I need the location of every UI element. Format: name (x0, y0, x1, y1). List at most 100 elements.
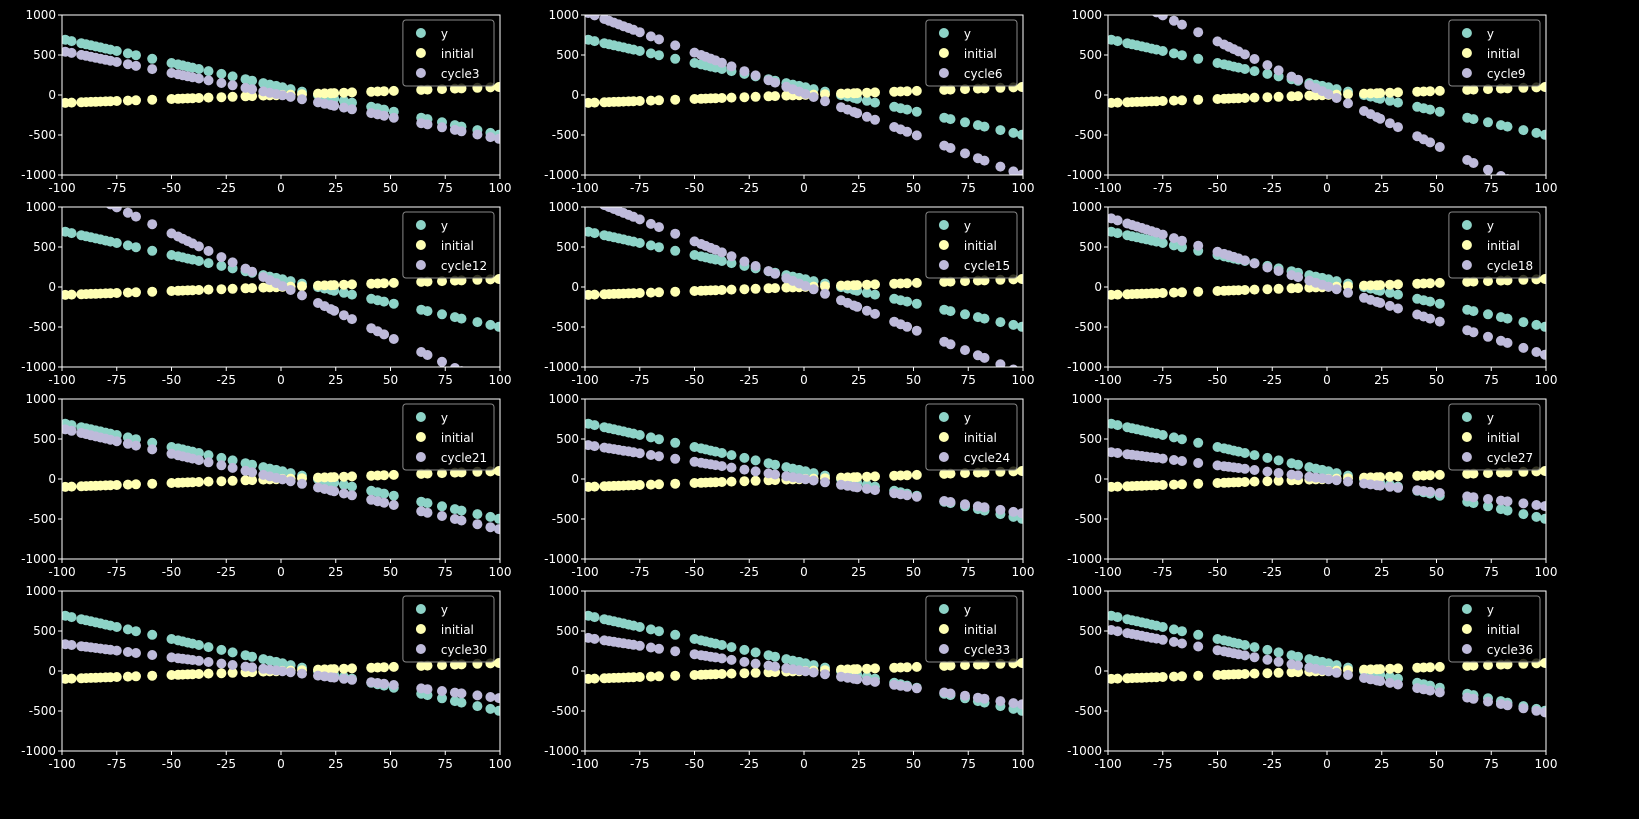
point-cycle9 (1150, 15, 1153, 16)
point-cycle12 (472, 374, 482, 384)
x-tick-label: 25 (328, 373, 343, 387)
point-y (111, 46, 122, 56)
point-y (770, 459, 781, 470)
point-initial (739, 476, 750, 487)
point-cycle30 (422, 684, 433, 695)
point-y (1016, 321, 1023, 332)
point-initial (861, 663, 872, 674)
point-y (247, 459, 258, 470)
point-y (347, 289, 357, 300)
point-y (193, 64, 204, 74)
y-tick-label: -1000 (21, 360, 56, 374)
point-cycle21 (456, 515, 467, 526)
x-tick-label: 50 (906, 757, 921, 771)
point-cycle24 (995, 504, 1006, 515)
legend: y initial cycle24 (925, 403, 1018, 471)
legend-label: initial (964, 431, 997, 445)
point-initial (750, 283, 761, 294)
y-tick-label: 0 (1094, 280, 1102, 294)
point-cycle24 (770, 469, 781, 480)
legend-label: initial (1487, 623, 1520, 637)
point-cycle9 (1343, 98, 1353, 109)
point-y (422, 498, 433, 509)
point-y (634, 238, 645, 248)
point-y (1539, 129, 1546, 140)
point-y (1518, 509, 1529, 520)
point-initial (147, 478, 158, 489)
point-cycle15 (645, 218, 656, 229)
point-initial (147, 286, 158, 297)
point-initial (1168, 671, 1179, 682)
point-cycle15 (979, 352, 990, 363)
point-initial (1157, 480, 1168, 490)
point-cycle6 (870, 114, 880, 125)
point-cycle30 (131, 648, 141, 658)
point-cycle21 (297, 478, 307, 489)
point-cycle21 (277, 474, 288, 485)
y-tick-label: 500 (33, 624, 56, 638)
point-cycle6 (670, 40, 681, 51)
x-tick-label: 100 (489, 565, 512, 579)
point-cycle6 (1008, 166, 1019, 175)
point-initial (111, 672, 122, 682)
point-cycle9 (1122, 0, 1132, 4)
point-cycle30 (122, 647, 133, 657)
x-tick-label: 50 (383, 181, 398, 195)
point-cycle18 (1434, 316, 1445, 327)
point-initial (739, 92, 750, 103)
legend-label: cycle21 (441, 451, 487, 465)
point-initial (902, 662, 913, 673)
legend-label: initial (1487, 239, 1520, 253)
legend-marker (938, 604, 949, 614)
point-cycle6 (645, 31, 656, 42)
point-initial (645, 671, 656, 682)
point-y (1323, 658, 1334, 669)
legend-label: initial (441, 47, 474, 61)
point-y (203, 66, 214, 77)
point-y (456, 505, 467, 516)
point-initial (902, 86, 913, 97)
point-initial (1468, 84, 1479, 95)
point-y (800, 466, 811, 477)
y-tick-label: -500 (29, 128, 56, 142)
legend-marker (415, 452, 426, 462)
point-y (379, 488, 390, 499)
y-tick-label: 500 (1079, 48, 1102, 62)
point-cycle33 (852, 674, 863, 685)
point-cycle30 (485, 692, 496, 702)
x-tick-label: -25 (216, 565, 236, 579)
point-y (670, 53, 681, 64)
point-y (456, 697, 467, 708)
point-initial (1262, 284, 1273, 295)
point-initial (1425, 86, 1436, 97)
point-cycle36 (1531, 705, 1542, 716)
point-initial (911, 85, 922, 96)
legend-marker (415, 604, 426, 614)
point-cycle33 (770, 661, 781, 672)
point-cycle21 (122, 438, 133, 449)
point-cycle3 (297, 94, 307, 105)
x-tick-label: 100 (489, 181, 512, 195)
point-y (227, 455, 238, 466)
point-cycle27 (1193, 458, 1204, 468)
point-cycle21 (216, 460, 227, 471)
legend-marker (938, 220, 949, 230)
legend-label: y (964, 27, 971, 41)
point-cycle3 (347, 104, 357, 115)
point-cycle33 (808, 667, 819, 678)
point-initial (437, 276, 447, 287)
point-cycle30 (329, 672, 340, 683)
point-y (1016, 129, 1023, 140)
point-y (654, 626, 664, 637)
legend-marker (1461, 452, 1472, 462)
x-tick-label: -50 (1208, 373, 1228, 387)
point-cycle36 (1249, 652, 1260, 663)
x-tick-label: 25 (328, 757, 343, 771)
point-cycle30 (216, 658, 227, 669)
point-cycle6 (861, 111, 872, 122)
x-tick-label: 75 (1484, 181, 1499, 195)
y-tick-label: 500 (33, 240, 56, 254)
point-initial (902, 278, 913, 289)
point-y (216, 452, 227, 463)
x-tick-label: 50 (906, 373, 921, 387)
